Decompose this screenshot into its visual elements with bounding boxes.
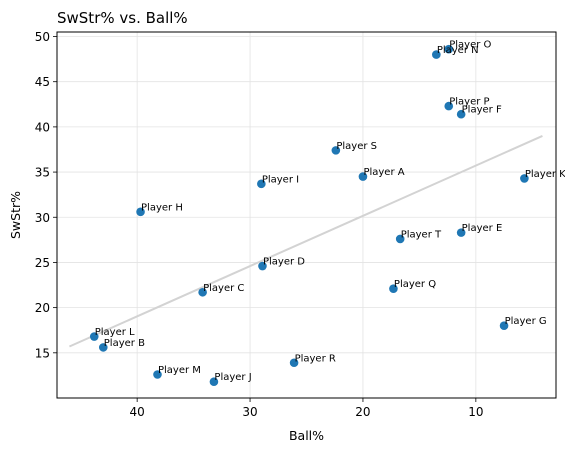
point-label: Player M <box>158 365 201 376</box>
y-tick-label: 20 <box>35 301 50 315</box>
x-axis-label: Ball% <box>289 428 324 443</box>
data-point <box>456 109 466 119</box>
x-tick-label: 40 <box>130 405 145 419</box>
y-tick-label: 25 <box>35 256 50 270</box>
y-axis-label: SwStr% <box>8 191 23 239</box>
point-label: Player G <box>505 316 547 327</box>
point-label: Player C <box>203 283 244 294</box>
point-label: Player N <box>437 45 479 56</box>
data-point <box>209 377 219 387</box>
data-point <box>389 284 398 293</box>
y-tick-label: 30 <box>35 211 50 225</box>
data-point <box>136 207 145 217</box>
data-point <box>358 172 368 181</box>
y-tick-label: 35 <box>35 166 50 180</box>
x-tick-label: 20 <box>355 405 370 419</box>
data-point <box>257 179 266 189</box>
data-point <box>432 50 441 59</box>
y-axis-ticks: 15 20 25 30 35 40 45 50 <box>35 30 57 360</box>
data-point <box>89 332 99 341</box>
point-label: Player D <box>263 257 305 268</box>
x-tick-label: 10 <box>468 405 483 419</box>
point-label: Player T <box>401 229 442 240</box>
point-label: Player L <box>95 327 135 338</box>
point-label: Player O <box>449 40 491 51</box>
y-tick-label: 40 <box>35 120 50 134</box>
point-label: Player S <box>336 141 377 152</box>
data-point <box>289 358 299 368</box>
chart-title: SwStr% vs. Ball% <box>57 9 188 27</box>
data-point <box>520 174 529 183</box>
data-point <box>331 146 341 155</box>
plot-frame <box>56 31 557 399</box>
x-tick-label: 30 <box>242 405 257 419</box>
data-point <box>444 101 454 111</box>
data-point <box>499 321 509 331</box>
point-label: Player F <box>462 105 502 116</box>
data-point <box>258 261 267 271</box>
point-label: Player B <box>104 338 145 349</box>
data-point <box>198 287 207 297</box>
y-tick-label: 15 <box>35 346 50 360</box>
point-label: Player K <box>525 169 565 180</box>
trend-line <box>69 135 543 348</box>
data-point <box>456 228 466 237</box>
trend-line-group <box>69 135 543 348</box>
point-label: Player P <box>449 97 489 108</box>
point-labels: Player A Player B Player C Player D Player E… <box>95 40 565 384</box>
point-label: Player R <box>295 353 336 364</box>
point-label: Player E <box>462 223 503 234</box>
data-point <box>444 44 454 54</box>
data-points <box>89 44 529 387</box>
point-label: Player J <box>214 372 251 383</box>
point-label: Player Q <box>394 279 436 290</box>
point-label: Player H <box>141 202 183 213</box>
point-label: Player I <box>262 174 299 185</box>
data-point <box>98 343 108 352</box>
y-tick-label: 45 <box>35 75 50 89</box>
point-label: Player A <box>363 167 404 178</box>
y-tick-label: 50 <box>35 30 50 44</box>
data-point <box>153 370 162 379</box>
x-axis-ticks: 40 30 20 10 <box>130 398 483 419</box>
data-point <box>395 234 405 244</box>
